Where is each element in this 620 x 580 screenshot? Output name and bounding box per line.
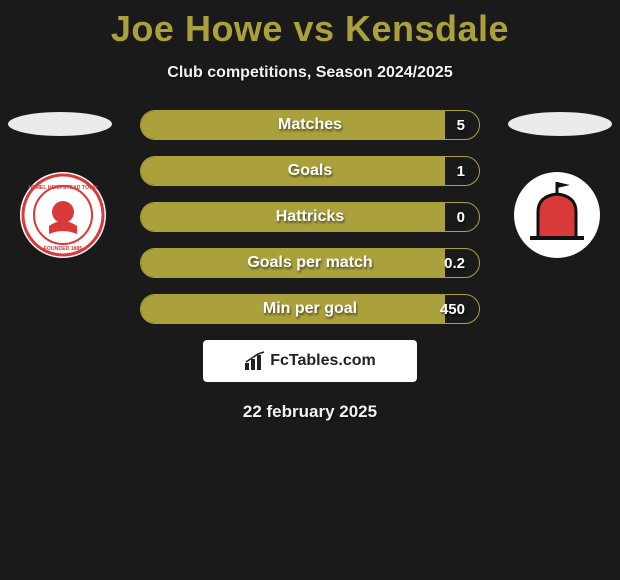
stat-bars: Matches 5 Goals 1 Hattricks 0 Goals per … <box>140 110 480 324</box>
page-title: Joe Howe vs Kensdale <box>0 0 620 50</box>
crest-right-icon <box>514 172 600 258</box>
player-right-shadow <box>508 112 612 136</box>
stat-value: 450 <box>440 295 465 323</box>
stat-label: Goals <box>141 157 479 185</box>
club-crest-right <box>514 172 600 258</box>
stat-row-min-per-goal: Min per goal 450 <box>140 294 480 324</box>
stat-label: Matches <box>141 111 479 139</box>
date-text: 22 february 2025 <box>0 402 620 422</box>
brand-chart-icon <box>244 351 266 371</box>
stat-value: 0.2 <box>444 249 465 277</box>
stat-label: Goals per match <box>141 249 479 277</box>
stat-value: 1 <box>457 157 465 185</box>
brand-text: FcTables.com <box>270 352 376 370</box>
stat-row-goals: Goals 1 <box>140 156 480 186</box>
svg-text:HEMEL HEMPSTEAD TOWN: HEMEL HEMPSTEAD TOWN <box>28 185 98 191</box>
comparison-panel: HEMEL HEMPSTEAD TOWN FOUNDED 1885 Matche… <box>0 110 620 422</box>
stat-label: Min per goal <box>141 295 479 323</box>
stat-row-hattricks: Hattricks 0 <box>140 202 480 232</box>
stat-row-goals-per-match: Goals per match 0.2 <box>140 248 480 278</box>
stat-value: 0 <box>457 203 465 231</box>
club-crest-left: HEMEL HEMPSTEAD TOWN FOUNDED 1885 <box>20 172 106 258</box>
player-left-shadow <box>8 112 112 136</box>
svg-text:FOUNDED 1885: FOUNDED 1885 <box>44 246 83 252</box>
subtitle: Club competitions, Season 2024/2025 <box>0 64 620 82</box>
brand-badge: FcTables.com <box>203 340 417 382</box>
stat-label: Hattricks <box>141 203 479 231</box>
stat-value: 5 <box>457 111 465 139</box>
stat-row-matches: Matches 5 <box>140 110 480 140</box>
crest-left-icon: HEMEL HEMPSTEAD TOWN FOUNDED 1885 <box>20 172 106 258</box>
